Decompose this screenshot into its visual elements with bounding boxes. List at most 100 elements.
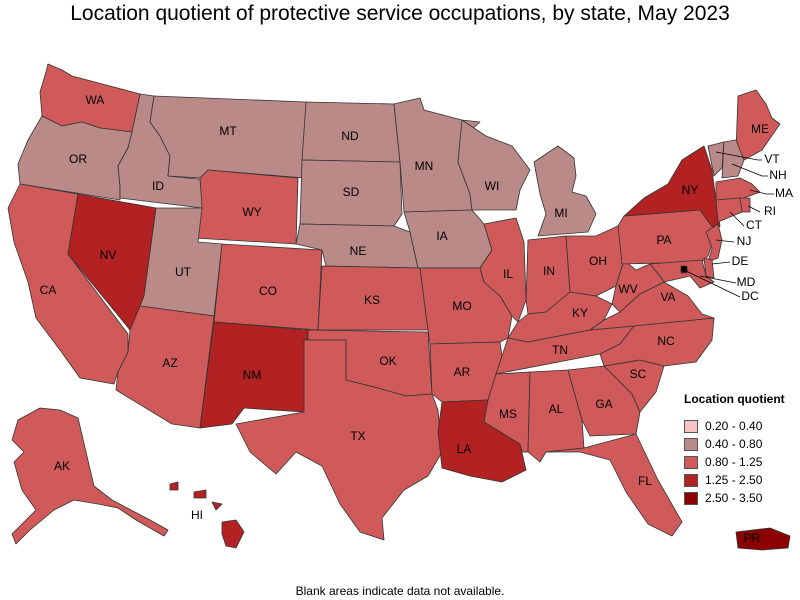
state-label-nh: NH (769, 168, 786, 182)
legend-label: 1.25 - 2.50 (705, 473, 763, 487)
legend-title: Location quotient (684, 392, 785, 406)
state-label-ak: AK (54, 459, 70, 473)
state-label-mo: MO (452, 299, 471, 313)
state-label-ok: OK (379, 354, 396, 368)
state-de (703, 257, 715, 279)
state-label-ga: GA (595, 397, 612, 411)
legend-item: 1.25 - 2.50 (684, 471, 796, 489)
state-mi (533, 145, 597, 237)
state-label-mt: MT (219, 124, 237, 138)
state-sd (299, 159, 403, 227)
legend-label: 0.80 - 1.25 (705, 455, 763, 469)
leader-line-ri (747, 205, 761, 213)
state-tx (235, 339, 443, 541)
state-label-oh: OH (589, 254, 607, 268)
state-il (479, 217, 527, 323)
state-label-fl: FL (638, 474, 652, 488)
state-ma (715, 177, 761, 201)
state-ak (11, 407, 169, 545)
state-label-ut: UT (175, 265, 192, 279)
leader-line-dc (683, 269, 741, 298)
legend-item: 0.40 - 0.80 (684, 435, 796, 453)
state-label-pa: PA (656, 233, 671, 247)
leader-line-nh (731, 163, 768, 177)
state-ia (403, 209, 493, 269)
legend-label: 2.50 - 3.50 (705, 491, 763, 505)
map-title: Location quotient of protective service … (70, 2, 730, 25)
state-label-co: CO (259, 284, 277, 298)
state-hi (169, 481, 245, 549)
legend-swatch (684, 455, 698, 469)
legend-item: 2.50 - 3.50 (684, 489, 796, 507)
state-az (115, 305, 215, 429)
state-label-nc: NC (657, 334, 675, 348)
state-md (649, 259, 715, 289)
state-label-me: ME (751, 122, 769, 136)
state-label-ks: KS (364, 293, 380, 307)
state-label-in: IN (543, 264, 555, 278)
state-vt (707, 141, 725, 177)
state-label-vt: VT (764, 152, 780, 166)
state-pr (735, 527, 791, 551)
state-label-ms: MS (499, 407, 517, 421)
state-label-wy: WY (242, 205, 261, 219)
state-label-ia: IA (436, 229, 447, 243)
state-nc (599, 317, 715, 367)
legend-item: 0.20 - 0.40 (684, 417, 796, 435)
leader-line-md (699, 275, 737, 284)
state-label-nd: ND (341, 129, 359, 143)
legend-swatch (684, 437, 698, 451)
leader-line-nj (715, 239, 735, 243)
state-label-ri: RI (764, 204, 776, 218)
legend-item: 0.80 - 1.25 (684, 453, 796, 471)
leader-line-ma (749, 189, 774, 195)
legend-swatch (684, 419, 698, 433)
state-label-id: ID (152, 179, 164, 193)
state-label-az: AZ (162, 356, 177, 370)
state-ny (623, 145, 721, 233)
state-label-la: LA (457, 442, 472, 456)
state-va (589, 281, 715, 331)
state-fl (545, 433, 683, 537)
state-label-sc: SC (630, 367, 647, 381)
leader-line-ct (729, 211, 745, 227)
state-label-dc: DC (741, 289, 759, 303)
state-label-nv: NV (100, 248, 117, 262)
state-label-ar: AR (454, 365, 471, 379)
state-label-tx: TX (350, 429, 365, 443)
state-label-nj: NJ (737, 234, 752, 248)
state-ca (7, 183, 129, 385)
state-label-wa: WA (86, 93, 105, 107)
state-label-ct: CT (746, 218, 763, 232)
state-label-ny: NY (682, 183, 699, 197)
state-label-ne: NE (350, 244, 367, 258)
state-label-ca: CA (40, 283, 57, 297)
state-label-mn: MN (415, 159, 434, 173)
state-label-or: OR (69, 152, 87, 166)
legend-label: 0.40 - 0.80 (705, 437, 763, 451)
state-ct (715, 197, 743, 223)
state-label-va: VA (660, 290, 675, 304)
state-label-wv: WV (618, 282, 637, 296)
state-label-sd: SD (343, 185, 360, 199)
state-label-il: IL (503, 267, 513, 281)
state-label-mi: MI (554, 206, 567, 220)
state-label-de: DE (732, 254, 749, 268)
legend-swatch (684, 473, 698, 487)
state-label-nm: NM (243, 368, 262, 382)
legend: Location quotient 0.20 - 0.40 0.40 - 0.80… (684, 392, 796, 507)
state-label-ky: KY (572, 306, 588, 320)
state-label-hi: HI (191, 508, 203, 522)
state-label-ma: MA (775, 186, 793, 200)
state-label-md: MD (737, 275, 756, 289)
state-wi (457, 119, 531, 211)
state-label-pr: PR (744, 531, 761, 545)
legend-swatch (684, 491, 698, 505)
state-label-al: AL (549, 402, 564, 416)
legend-label: 0.20 - 0.40 (705, 419, 763, 433)
state-label-wi: WI (485, 179, 500, 193)
footnote: Blank areas indicate data not available. (295, 584, 505, 598)
leader-line-de (711, 261, 731, 265)
state-label-tn: TN (552, 343, 568, 357)
